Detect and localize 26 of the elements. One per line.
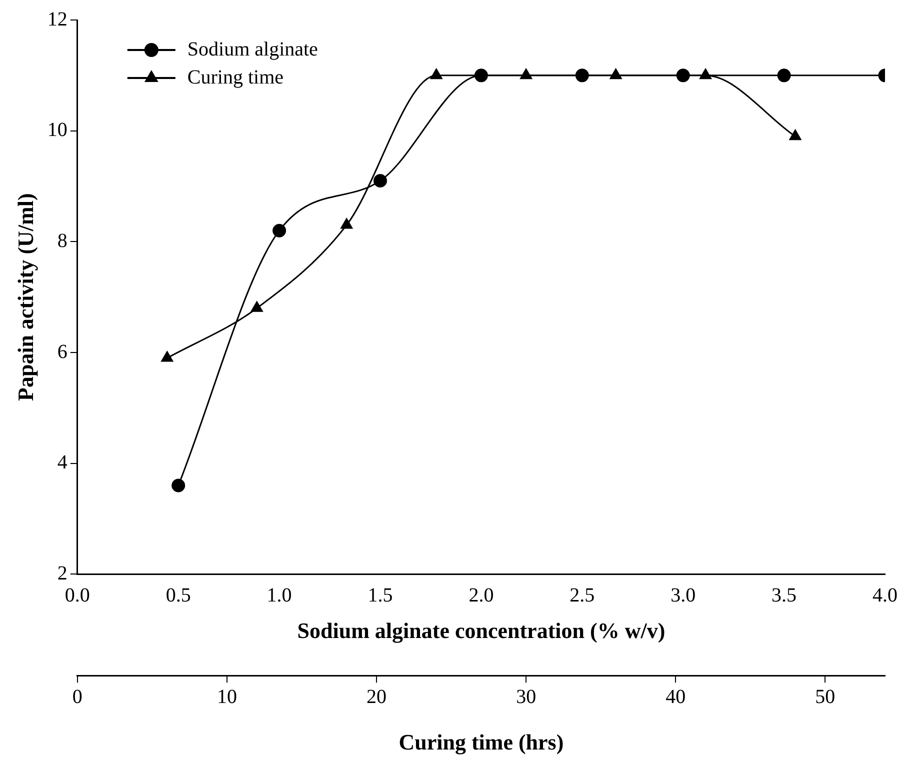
x2-tick-label: 10: [216, 686, 237, 708]
legend-label: Curing time: [187, 66, 284, 88]
legend-label: Sodium alginate: [187, 38, 318, 60]
x-tick-label: 4.0: [872, 584, 898, 606]
y-axis-title: Papain activity (U/ml): [12, 193, 38, 401]
x2-axis-title: Curing time (hrs): [398, 729, 564, 754]
x-tick-label: 0.5: [166, 584, 191, 606]
x-tick-label: 1.5: [368, 584, 393, 606]
x-tick-label: 0.0: [64, 584, 90, 606]
y-tick-label: 6: [57, 340, 68, 363]
x2-tick-label: 0: [72, 686, 82, 708]
y-tick-label: 2: [57, 562, 68, 584]
x-axis-title: Sodium alginate concentration (% w/v): [297, 618, 666, 644]
x2-tick-label: 50: [815, 686, 836, 708]
x2-tick-label: 30: [516, 686, 536, 708]
x-tick-label: 3.0: [670, 584, 696, 606]
y-tick-label: 4: [57, 452, 68, 474]
x-tick-label: 1.0: [266, 584, 292, 606]
y-tick-label: 12: [47, 8, 68, 30]
y-tick-label: 8: [57, 230, 68, 252]
y-tick-label: 10: [47, 119, 68, 142]
x2-tick-label: 40: [666, 686, 686, 708]
x-tick-label: 2.5: [570, 584, 595, 606]
x2-tick-label: 20: [366, 686, 387, 708]
x-tick-label: 3.5: [772, 584, 797, 606]
x-tick-label: 2.0: [468, 584, 494, 606]
